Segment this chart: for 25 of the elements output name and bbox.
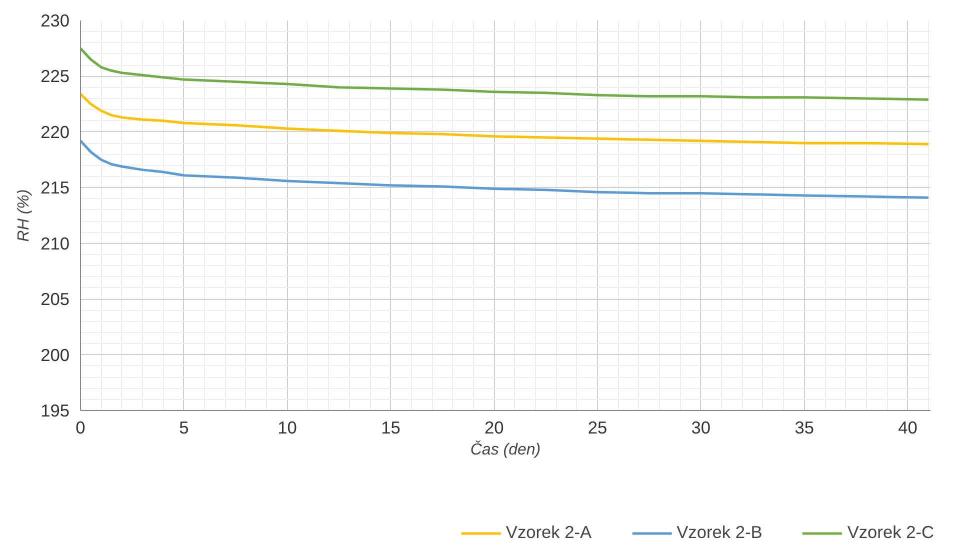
- legend-label: Vzorek 2-C: [847, 522, 934, 543]
- line-series: [80, 92, 930, 146]
- x-tick-label: 30: [691, 418, 711, 438]
- x-tick-label: 10: [278, 418, 297, 438]
- line-series: [80, 47, 930, 101]
- x-tick-label: 20: [484, 418, 504, 438]
- y-axis-title: RH (%): [16, 189, 33, 242]
- x-tick-label: 40: [898, 418, 918, 438]
- x-tick-label: 25: [588, 418, 608, 438]
- y-tick-label: 200: [40, 344, 70, 365]
- y-tick-label: 230: [40, 10, 70, 30]
- x-tick-label: 5: [179, 418, 189, 438]
- y-tick-label: 205: [40, 289, 70, 310]
- y-tick-label: 225: [40, 66, 70, 86]
- x-axis-title: Čas (den): [470, 440, 541, 458]
- x-tick-label: 0: [76, 418, 86, 438]
- x-tick-label: 15: [381, 418, 400, 438]
- y-tick-label: 195: [40, 400, 70, 420]
- x-tick-label: 35: [794, 418, 814, 438]
- legend-label: Vzorek 2-B: [676, 522, 762, 543]
- y-tick-label: 215: [40, 178, 70, 198]
- legend-label: Vzorek 2-A: [506, 522, 592, 543]
- line-series: [80, 140, 930, 199]
- y-tick-label: 220: [40, 122, 70, 142]
- y-tick-label: 210: [40, 233, 70, 254]
